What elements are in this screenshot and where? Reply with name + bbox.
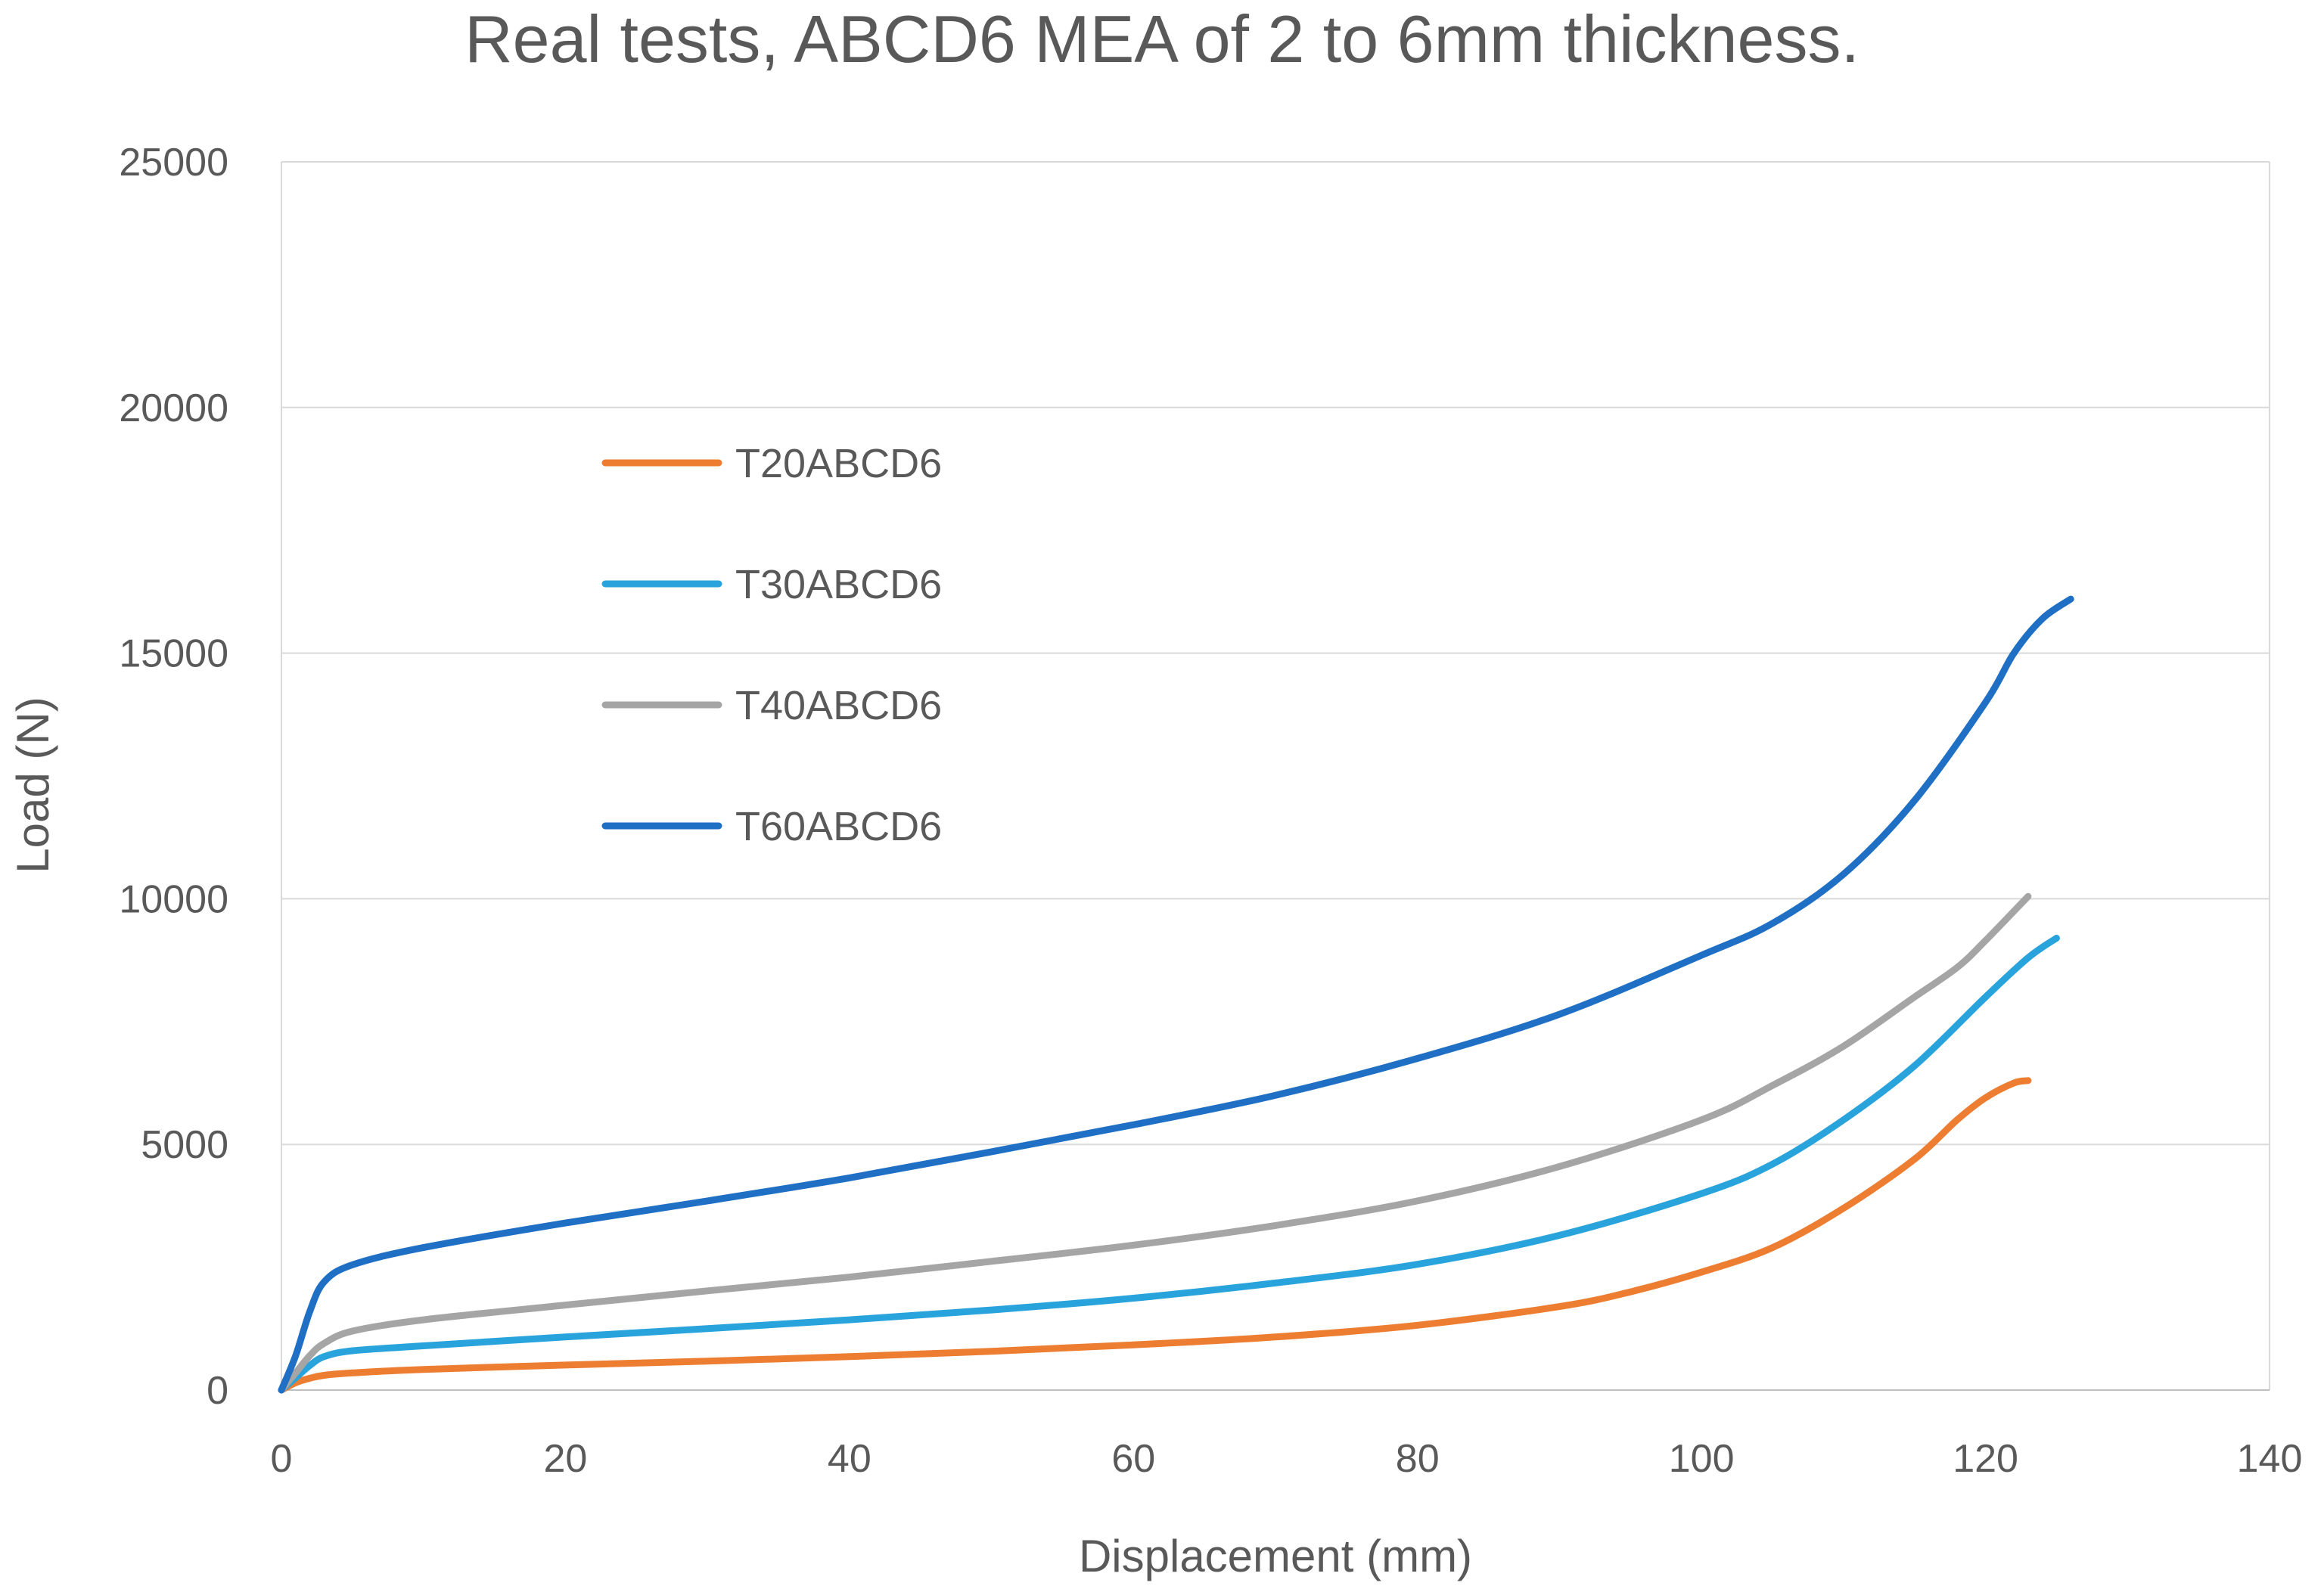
chart-title: Real tests, ABCD6 MEA of 2 to 6mm thickn… [464,2,1860,76]
series-line-t20abcd6 [278,1077,2032,1394]
x-tick-label-20: 20 [544,1437,588,1481]
series-line-t40abcd6 [278,892,2032,1394]
legend-label-t30abcd6: T30ABCD6 [735,562,942,607]
y-axis-label: Load (N) [8,697,58,873]
y-tick-label-5000: 5000 [141,1123,228,1167]
x-tick-label-140: 140 [2237,1437,2303,1481]
gridlines [281,161,2270,1146]
axes: 0 5000 10000 15000 20000 25000 0 20 40 60 80 100 120… [119,141,2302,1481]
y-tick-label-20000: 20000 [119,386,228,430]
legend-label-t20abcd6: T20ABCD6 [735,441,942,486]
x-tick-label-100: 100 [1669,1437,1735,1481]
y-tick-label-0: 0 [207,1369,228,1413]
x-tick-label-40: 40 [828,1437,872,1481]
y-tick-label-10000: 10000 [119,877,228,921]
y-tick-label-25000: 25000 [119,141,228,185]
series-line-t60abcd6 [278,595,2074,1394]
x-tick-label-80: 80 [1396,1437,1440,1481]
x-tick-label-60: 60 [1111,1437,1155,1481]
legend-label-t40abcd6: T40ABCD6 [735,683,942,728]
series-lines [278,595,2074,1394]
x-tick-label-120: 120 [1953,1437,2018,1481]
x-axis-label: Displacement (mm) [1079,1531,1472,1581]
y-tick-label-15000: 15000 [119,632,228,676]
legend: T20ABCD6 T30ABCD6 T40ABCD6 T60ABCD6 [601,441,942,849]
series-line-t30abcd6 [278,934,2060,1394]
x-tick-label-0: 0 [271,1437,293,1481]
legend-label-t60abcd6: T60ABCD6 [735,804,942,849]
